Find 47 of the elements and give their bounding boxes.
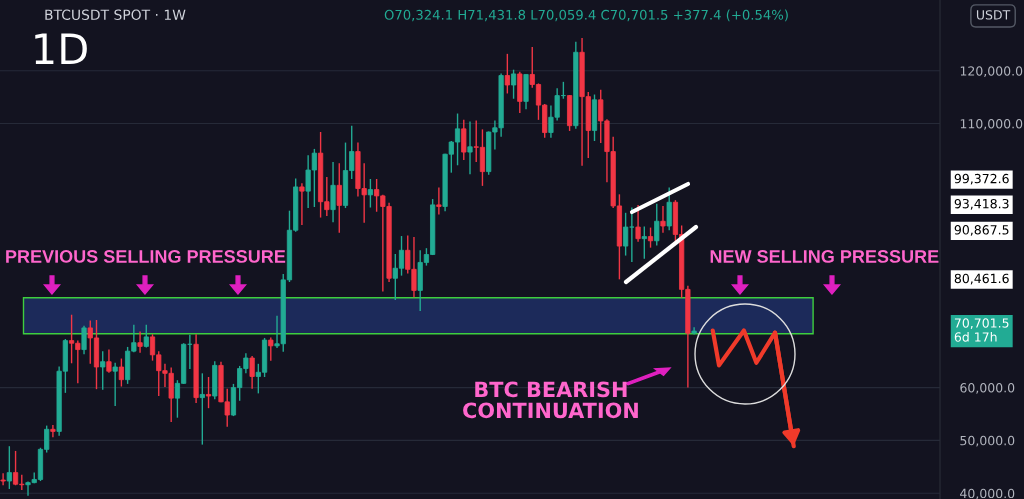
text: 99,372.6 [954,173,1009,185]
candlestick [641,225,647,260]
y-tick-label: 50,000.0 [960,435,1015,447]
candlestick [467,120,473,175]
candlestick [367,178,373,209]
candlestick [106,348,112,374]
text: BTCUSDT SPOT · 1W [45,9,186,20]
y-tick-label: 40,000.0 [960,488,1015,499]
text: USDT [976,10,1011,20]
annotation: NEW SELLING PRESSURE [710,250,939,263]
candlestick [635,204,641,243]
annotation: BTC BEARISH CONTINUATION [463,381,638,419]
text: 1D [35,33,87,64]
candlestick [436,186,442,216]
candlestick [654,203,660,247]
candlestick [660,205,666,234]
candlestick [6,445,12,490]
candlestick [336,162,342,234]
text: 90,867.5 [954,225,1009,236]
y-tick-label: 120,000.0 [960,66,1023,77]
candlestick [81,325,87,356]
candlestick [647,226,654,249]
candlestick [510,69,517,100]
candlestick [0,472,6,486]
y-tick-label: 110,000.0 [960,119,1023,130]
candlestick [50,424,56,438]
candlestick [199,372,205,446]
candlestick [461,119,467,161]
annotation: O70,324.1 H71,431.8 L70,059.4 C70,701.5 +377.4 (+0.54%) [384,9,788,22]
text: 93,418.3 [954,198,1009,210]
candlestick [629,206,635,263]
candlestick [100,350,106,391]
candlestick [504,53,510,95]
text: 80,461.6 [954,273,1009,285]
candlestick [268,336,274,362]
annotation: PREVIOUS SELLING PRESSURE [6,250,286,263]
candlestick [112,362,118,407]
text: 70,701.5 6d 17h [954,318,1009,342]
y-tick-label: 60,000.0 [960,383,1015,394]
candlestick [118,357,124,388]
candlestick [249,355,255,390]
line-series [710,328,796,449]
candlestick [623,212,629,257]
candlestick [205,376,212,409]
candlestick [299,182,305,226]
candlestick [666,186,672,231]
candlestick [137,330,143,354]
